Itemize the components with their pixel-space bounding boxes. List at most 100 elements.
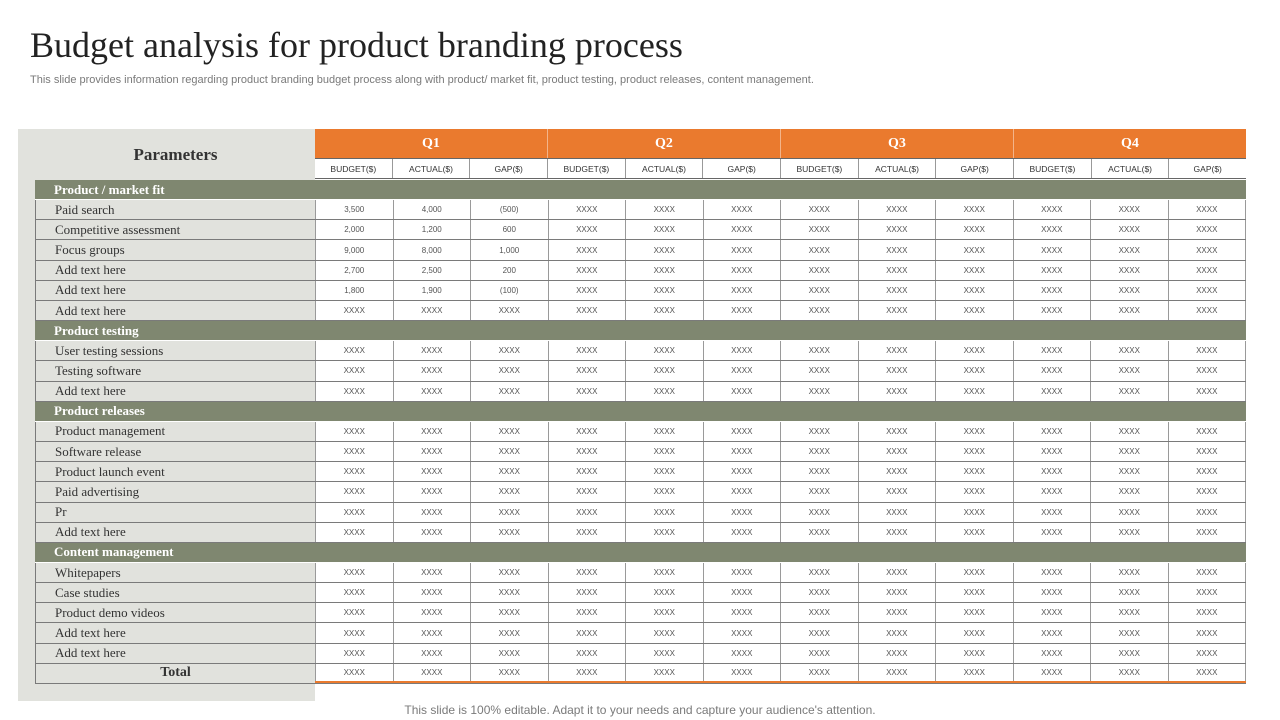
- table-row: Add text here XXXX XXXX XXXX XXXX XXXX XXXX XXX…: [35, 643, 1246, 664]
- slide-footer: This slide is 100% editable. Adapt it to…: [404, 703, 876, 717]
- row-label: Testing software: [35, 361, 315, 381]
- section-title: Content management: [54, 544, 174, 560]
- table-cell: XXXX: [315, 442, 394, 462]
- table-cell: XXXX: [1169, 623, 1246, 643]
- table-cell: XXXX: [1169, 361, 1246, 381]
- table-cell: XXXX: [1091, 583, 1169, 603]
- table-row: Paid search 3,500 4,000 (500) XXXX XXXX XXXX XX…: [35, 200, 1246, 221]
- table-cell: XXXX: [859, 502, 936, 522]
- table-cell: XXXX: [859, 421, 936, 442]
- quarter-header-q3: Q3: [781, 129, 1014, 158]
- table-row: Product management XXXX XXXX XXXX XXXX XXXX XX…: [35, 421, 1246, 443]
- table-cell: XXXX: [1014, 522, 1091, 542]
- table-cell: XXXX: [471, 341, 549, 361]
- row-values: 9,000 8,000 1,000 XXXX XXXX XXXX XXXX XXXX XXXX X…: [315, 240, 1246, 260]
- table-cell: XXXX: [704, 200, 781, 220]
- table-cell: XXXX: [394, 583, 471, 603]
- table-cell: XXXX: [1091, 643, 1169, 663]
- table-cell: XXXX: [626, 341, 704, 361]
- table-cell: XXXX: [936, 220, 1014, 240]
- table-cell: XXXX: [1091, 381, 1169, 401]
- table-cell: XXXX: [626, 663, 704, 681]
- table-cell: XXXX: [549, 583, 626, 603]
- table-cell: 3,500: [315, 200, 394, 220]
- table-cell: XXXX: [781, 421, 859, 442]
- table-row: Add text here XXXX XXXX XXXX XXXX XXXX XXXX XXX…: [35, 300, 1246, 322]
- table-cell: XXXX: [1169, 562, 1246, 583]
- table-cell: XXXX: [626, 200, 704, 220]
- column-header: ACTUAL($): [1092, 159, 1170, 178]
- row-values: 3,500 4,000 (500) XXXX XXXX XXXX XXXX XXXX XXXX X…: [315, 200, 1246, 220]
- row-label: Pr: [35, 502, 315, 522]
- table-cell: XXXX: [1169, 421, 1246, 442]
- table-cell: XXXX: [471, 361, 549, 381]
- row-label: Product launch event: [35, 462, 315, 482]
- table-cell: XXXX: [471, 623, 549, 643]
- table-cell: XXXX: [1091, 341, 1169, 361]
- table-cell: XXXX: [471, 381, 549, 401]
- table-cell: XXXX: [781, 361, 859, 381]
- row-label: Case studies: [35, 583, 315, 603]
- row-label: Add text here: [35, 260, 315, 280]
- table-cell: XXXX: [1169, 381, 1246, 401]
- column-header: BUDGET($): [1014, 159, 1092, 178]
- table-cell: 1,200: [394, 220, 471, 240]
- table-cell: XXXX: [315, 623, 394, 643]
- row-label: Focus groups: [35, 240, 315, 260]
- quarter-header-row: Q1 Q2 Q3 Q4: [315, 129, 1246, 158]
- table-cell: XXXX: [1014, 200, 1091, 220]
- row-values: XXXX XXXX XXXX XXXX XXXX XXXX XXXX XXXX XXXX XXXX…: [315, 583, 1246, 603]
- table-row: Case studies XXXX XXXX XXXX XXXX XXXX XXXX XXXX…: [35, 583, 1246, 604]
- table-cell: XXXX: [704, 482, 781, 502]
- table-cell: XXXX: [549, 260, 626, 280]
- table-cell: XXXX: [1014, 663, 1091, 681]
- table-row: User testing sessions XXXX XXXX XXXX XXXX XXX…: [35, 341, 1246, 362]
- table-cell: XXXX: [859, 623, 936, 643]
- table-cell: XXXX: [1014, 442, 1091, 462]
- table-cell: XXXX: [549, 522, 626, 542]
- table-cell: XXXX: [1091, 280, 1169, 300]
- table-cell: XXXX: [859, 280, 936, 300]
- table-cell: XXXX: [704, 663, 781, 681]
- table-cell: XXXX: [1014, 361, 1091, 381]
- table-cell: XXXX: [394, 361, 471, 381]
- table-cell: XXXX: [781, 280, 859, 300]
- table-cell: XXXX: [1091, 220, 1169, 240]
- table-row: Whitepapers XXXX XXXX XXXX XXXX XXXX XXXX XXXX X…: [35, 562, 1246, 584]
- row-values: 2,700 2,500 200 XXXX XXXX XXXX XXXX XXXX XXXX XXX…: [315, 260, 1246, 280]
- table-cell: XXXX: [859, 462, 936, 482]
- table-row: Competitive assessment 2,000 1,200 600 XXXX X…: [35, 220, 1246, 241]
- table-cell: XXXX: [704, 643, 781, 663]
- table-cell: XXXX: [1169, 442, 1246, 462]
- column-header-row: BUDGET($) ACTUAL($) GAP($) BUDGET($) ACTUAL(…: [315, 158, 1246, 179]
- table-cell: XXXX: [704, 280, 781, 300]
- table-cell: XXXX: [1169, 462, 1246, 482]
- table-cell: XXXX: [859, 341, 936, 361]
- table-cell: XXXX: [394, 663, 471, 681]
- table-cell: XXXX: [315, 361, 394, 381]
- table-cell: XXXX: [315, 482, 394, 502]
- table-cell: XXXX: [704, 502, 781, 522]
- table-cell: XXXX: [394, 462, 471, 482]
- table-cell: XXXX: [704, 240, 781, 260]
- row-label: Add text here: [35, 522, 315, 542]
- table-cell: XXXX: [704, 522, 781, 542]
- table-cell: XXXX: [471, 603, 549, 623]
- table-cell: XXXX: [1091, 462, 1169, 482]
- table-cell: XXXX: [781, 341, 859, 361]
- table-cell: XXXX: [549, 482, 626, 502]
- table-cell: XXXX: [704, 300, 781, 321]
- table-cell: XXXX: [471, 421, 549, 442]
- table-cell: XXXX: [936, 341, 1014, 361]
- table-cell: XXXX: [315, 603, 394, 623]
- table-cell: XXXX: [704, 583, 781, 603]
- table-cell: XXXX: [704, 462, 781, 482]
- table-cell: XXXX: [1014, 562, 1091, 583]
- column-header: GAP($): [470, 159, 549, 178]
- table-cell: XXXX: [936, 583, 1014, 603]
- table-cell: XXXX: [1169, 603, 1246, 623]
- table-cell: XXXX: [781, 643, 859, 663]
- row-label: Add text here: [35, 643, 315, 663]
- table-cell: XXXX: [1014, 623, 1091, 643]
- table-cell: 200: [471, 260, 549, 280]
